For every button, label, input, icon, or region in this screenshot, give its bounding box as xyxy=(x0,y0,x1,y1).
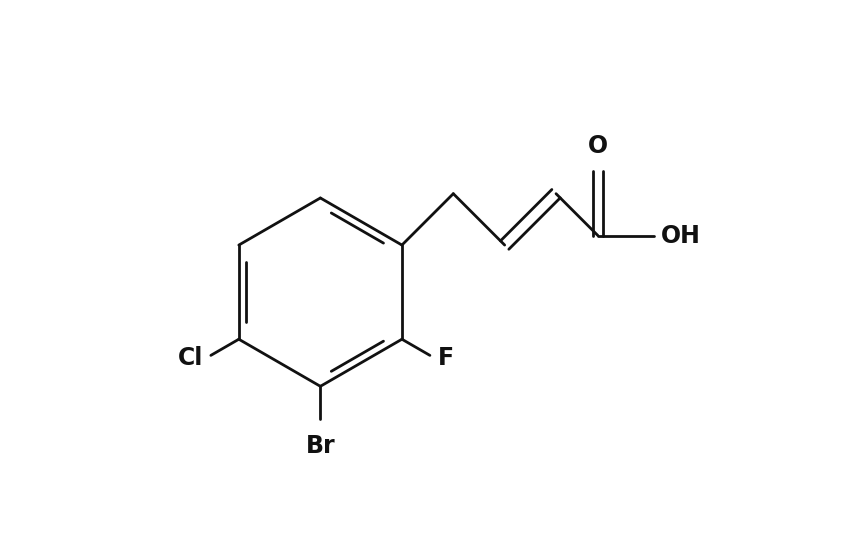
Text: Cl: Cl xyxy=(177,346,203,370)
Text: F: F xyxy=(438,346,454,370)
Text: OH: OH xyxy=(661,224,700,247)
Text: Br: Br xyxy=(306,434,336,458)
Text: O: O xyxy=(588,134,608,157)
